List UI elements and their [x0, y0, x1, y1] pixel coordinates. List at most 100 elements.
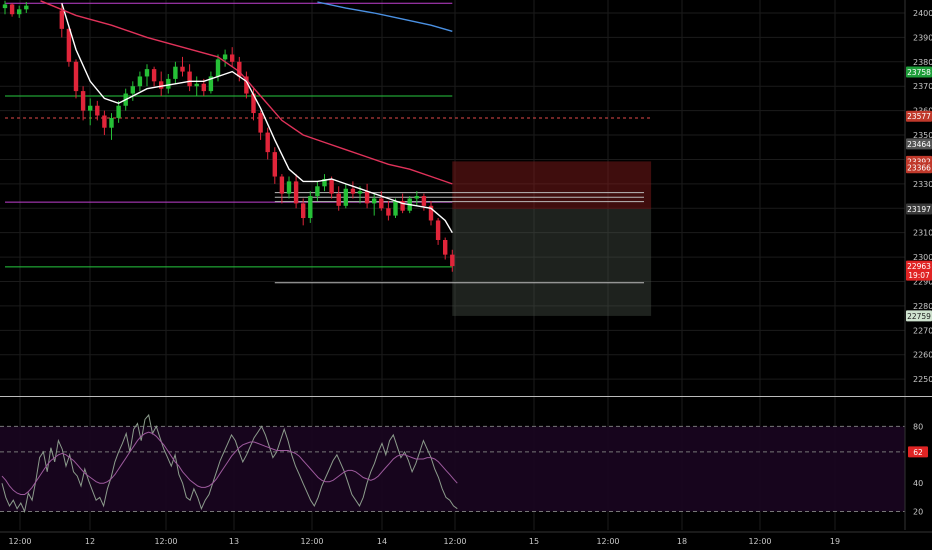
- candle-body: [116, 105, 121, 118]
- candle-body: [208, 76, 214, 92]
- x-tick-label: 18: [677, 537, 687, 546]
- candle-body: [357, 191, 363, 194]
- candle-body: [400, 200, 405, 211]
- stop-loss-zone: [452, 161, 652, 209]
- oscillator-y-tick: 20: [913, 508, 923, 517]
- price-badge: [906, 260, 932, 272]
- candle-body: [2, 4, 8, 9]
- price-badge-label: 23197: [907, 205, 931, 214]
- oscillator-band: [0, 426, 905, 512]
- candle-body: [279, 176, 285, 194]
- candle-body: [180, 66, 185, 72]
- candle-body: [109, 117, 114, 128]
- candle-body: [414, 196, 419, 199]
- price-badge: [906, 310, 932, 322]
- candle-body: [428, 205, 434, 221]
- price-badge: [906, 203, 932, 215]
- y-tick-label: 23100: [913, 229, 932, 238]
- candle-body: [17, 9, 22, 15]
- candle-body: [88, 105, 93, 111]
- y-tick-label: 23900: [913, 33, 932, 42]
- price-badge-label: 22759: [907, 312, 931, 321]
- price-badge-label: 23366: [907, 164, 931, 173]
- candle-body: [73, 61, 79, 92]
- x-tick-label: 12:00: [300, 537, 323, 546]
- candle-body: [450, 254, 455, 267]
- price-badge-label: 22963: [907, 262, 931, 271]
- candle-body: [59, 10, 64, 29]
- candle-body: [144, 69, 150, 77]
- oscillator-line: [1, 413, 458, 514]
- y-tick-label: 22700: [913, 326, 932, 335]
- price-badge: [906, 269, 932, 281]
- x-tick-label: 13: [229, 537, 239, 546]
- candle-body: [272, 152, 277, 177]
- x-tick-label: 12:00: [596, 537, 619, 546]
- price-badge-label: 23464: [907, 140, 931, 149]
- candle-body: [293, 181, 299, 204]
- candle-body: [343, 188, 348, 206]
- candle-body: [421, 196, 427, 206]
- price-badge-label: 23577: [907, 112, 931, 121]
- candle-body: [173, 66, 178, 79]
- candle-body: [386, 208, 391, 216]
- candle-body: [244, 76, 249, 94]
- candle-body: [215, 59, 221, 77]
- y-tick-label: 23000: [913, 253, 932, 262]
- price-badge-label: 23392: [907, 157, 931, 166]
- x-tick-label: 12:00: [8, 537, 31, 546]
- price-badge-label: 19:07: [908, 271, 930, 280]
- candle-body: [265, 132, 270, 153]
- y-tick-label: 24000: [913, 9, 932, 18]
- candle-body: [102, 115, 107, 128]
- oscillator-value-badge: [908, 446, 928, 458]
- candle-body: [286, 181, 292, 194]
- price-badge: [906, 138, 932, 150]
- candle-body: [336, 193, 341, 206]
- price-badge: [906, 110, 932, 122]
- candle-body: [258, 113, 263, 133]
- candle-body: [315, 186, 320, 197]
- price-badge: [906, 66, 932, 78]
- candle-body: [329, 178, 334, 194]
- moving-average-line: [317, 1, 453, 32]
- candle-body: [308, 196, 313, 219]
- x-tick-label: 12: [85, 537, 95, 546]
- price-badge-label: 23758: [907, 68, 931, 77]
- candle-body: [301, 203, 306, 219]
- candle-body: [230, 54, 235, 62]
- x-tick-label: 12:00: [748, 537, 771, 546]
- target-zone: [452, 208, 652, 316]
- moving-average-line: [61, 2, 453, 234]
- candle-body: [80, 91, 86, 111]
- candle-body: [443, 239, 448, 255]
- x-tick-label: 12:00: [443, 537, 466, 546]
- candle-body: [350, 188, 356, 194]
- candle-body: [151, 69, 157, 82]
- moving-average-line: [40, 0, 453, 185]
- y-tick-label: 22500: [913, 375, 932, 384]
- candle-body: [393, 200, 398, 216]
- candle-body: [66, 28, 72, 62]
- candle-body: [222, 54, 228, 60]
- y-tick-label: 23700: [913, 82, 932, 91]
- candle-body: [372, 198, 377, 204]
- candle-body: [201, 83, 206, 92]
- y-tick-label: 22900: [913, 277, 932, 286]
- candle-body: [187, 71, 192, 87]
- x-tick-label: 15: [529, 537, 539, 546]
- price-badge: [906, 162, 932, 174]
- oscillator-y-tick: 40: [913, 479, 923, 488]
- y-tick-label: 23800: [913, 58, 932, 67]
- x-tick-label: 12:00: [154, 537, 177, 546]
- x-tick-label: 14: [377, 537, 387, 546]
- candle-body: [251, 93, 256, 114]
- candle-body: [130, 86, 135, 94]
- candle-body: [166, 78, 171, 89]
- y-tick-label: 22600: [913, 351, 932, 360]
- candle-body: [364, 191, 370, 204]
- oscillator-value-label: 62: [913, 448, 923, 457]
- candle-body: [194, 83, 199, 87]
- candle-body: [435, 220, 441, 240]
- candle-body: [379, 198, 384, 209]
